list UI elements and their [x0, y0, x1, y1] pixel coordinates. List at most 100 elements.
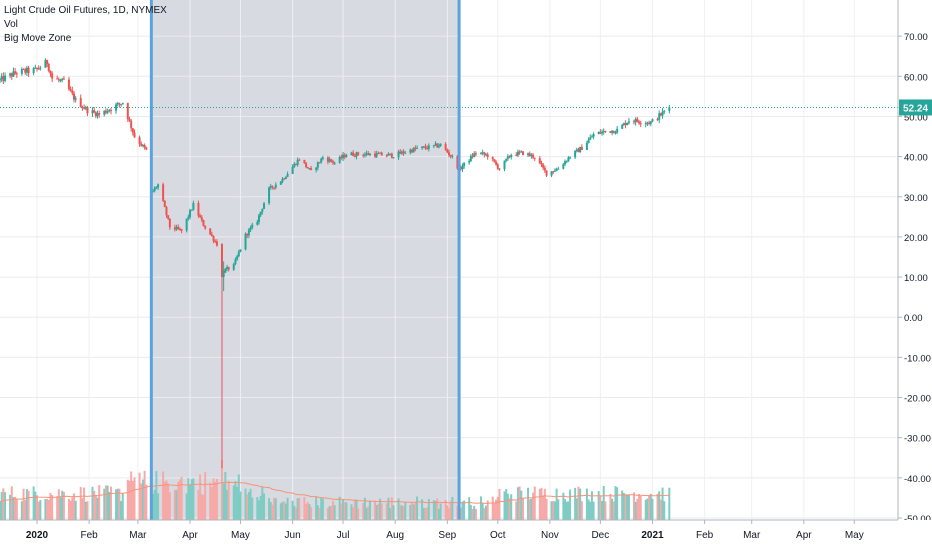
- volume-bar: [621, 490, 624, 520]
- volume-bar: [215, 478, 218, 520]
- candle-body: [421, 146, 424, 148]
- volume-bar: [69, 500, 72, 520]
- candle-body: [510, 154, 513, 158]
- candle-body: [130, 120, 133, 129]
- candle-body: [565, 161, 568, 163]
- candle-body: [220, 243, 223, 278]
- volume-bar: [24, 499, 27, 520]
- volume-bar: [503, 491, 506, 520]
- volume-bar: [473, 505, 476, 520]
- volume-bar: [624, 495, 627, 520]
- candle-body: [138, 137, 141, 144]
- volume-bar: [409, 504, 412, 520]
- candle-body: [422, 146, 425, 148]
- candle-body: [180, 229, 183, 231]
- candle-body: [232, 263, 235, 270]
- candle-body: [668, 107, 671, 111]
- candle-body: [257, 215, 260, 223]
- candle-body: [141, 144, 144, 146]
- volume-bar: [553, 501, 556, 520]
- volume-bar: [165, 480, 168, 520]
- volume-bar: [83, 487, 86, 520]
- candle-body: [380, 152, 383, 156]
- legend-title[interactable]: Light Crude Oil Futures, 1D, NYMEX: [4, 5, 167, 16]
- price-axis[interactable]: [898, 0, 932, 520]
- time-axis-label: Feb: [81, 530, 99, 541]
- volume-bar: [592, 501, 595, 520]
- candle-body: [222, 270, 225, 278]
- volume-bar: [109, 486, 112, 520]
- candle-body: [298, 159, 301, 161]
- volume-bar: [9, 494, 12, 520]
- candle-body: [294, 163, 297, 165]
- volume-bar: [232, 485, 235, 520]
- candle-body: [379, 152, 382, 154]
- candle-body: [249, 227, 252, 230]
- time-axis[interactable]: [0, 520, 932, 550]
- candle-body: [481, 152, 484, 154]
- volume-bar: [484, 505, 487, 520]
- legend-big-move-zone[interactable]: Big Move Zone: [4, 33, 72, 44]
- volume-bar: [162, 471, 165, 520]
- volume-bar: [579, 488, 582, 520]
- candle-body: [165, 207, 168, 216]
- volume-bar: [580, 501, 583, 520]
- volume-bar: [411, 502, 414, 520]
- candle-body: [377, 153, 380, 155]
- volume-bar: [81, 498, 84, 520]
- volume-bar: [479, 496, 482, 520]
- volume-bar: [291, 500, 294, 520]
- candle-body: [432, 145, 435, 147]
- volume-bar: [432, 500, 435, 520]
- time-axis-label: Oct: [490, 530, 506, 541]
- volume-bar: [402, 505, 405, 520]
- candle-body: [414, 147, 417, 149]
- candle-body: [463, 162, 466, 167]
- volume-bar: [116, 488, 119, 520]
- price-axis-label: -20.00: [904, 394, 931, 405]
- candle-body: [133, 132, 136, 138]
- volume-bar: [353, 499, 356, 520]
- candle-body: [162, 184, 165, 201]
- candle-body: [580, 146, 583, 150]
- candle-body: [392, 157, 395, 159]
- volume-bar: [493, 503, 496, 520]
- candle-body: [333, 162, 336, 164]
- candle-body: [569, 157, 572, 159]
- candle-body: [644, 123, 647, 125]
- candle-body: [375, 153, 378, 157]
- candle-body: [72, 93, 75, 100]
- candle-body: [550, 171, 553, 176]
- volume-bar: [34, 491, 37, 520]
- volume-bar: [220, 460, 223, 520]
- legend-volume[interactable]: Vol: [4, 19, 18, 30]
- volume-bar: [528, 499, 531, 520]
- volume-bar: [308, 504, 311, 520]
- price-axis-label: 70.00: [904, 32, 928, 43]
- candle-body: [400, 151, 403, 154]
- volume-bar: [412, 504, 415, 520]
- volume-bar: [197, 489, 200, 520]
- volume-bar: [283, 501, 286, 520]
- candle-body: [448, 152, 450, 155]
- candle-body: [209, 228, 212, 235]
- volume-bar: [199, 474, 202, 520]
- volume-bar: [152, 493, 155, 520]
- volume-bar: [451, 497, 454, 520]
- volume-bar: [646, 498, 649, 520]
- candle-body: [167, 215, 170, 219]
- candle-body: [579, 146, 582, 153]
- volume-bar: [274, 498, 277, 520]
- big-move-zone-shade[interactable]: [151, 0, 460, 520]
- candle-body: [157, 184, 160, 188]
- volume-bar: [380, 503, 383, 520]
- volume-bar: [545, 498, 548, 520]
- volume-bar: [168, 492, 171, 520]
- candle-body: [350, 152, 353, 156]
- volume-bar: [236, 486, 239, 520]
- time-axis-label: May: [231, 530, 250, 541]
- volume-bar: [143, 470, 146, 520]
